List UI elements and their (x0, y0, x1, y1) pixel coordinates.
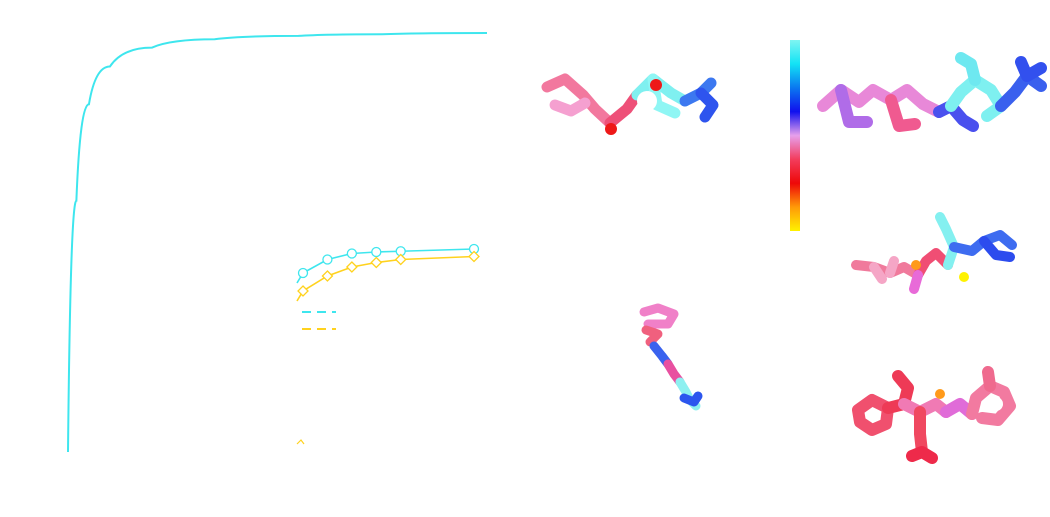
molecule-top-right (817, 52, 1047, 132)
inset-point-0-1 (322, 254, 333, 265)
inset-point-1-1 (321, 270, 334, 282)
main-plot-area (67, 32, 488, 453)
inset-series-line-1 (296, 255, 475, 302)
inset-point-1-0 (297, 285, 309, 297)
inset-point-0-0 (297, 267, 309, 279)
inset-point-1-5 (468, 250, 480, 263)
molecule-middle-right (851, 212, 1017, 294)
line-chart (67, 32, 488, 453)
inset-point-0-3 (371, 246, 382, 258)
molecule-bottom-center (639, 303, 703, 411)
inset-point-0-2 (346, 248, 358, 259)
main-series-line-0 (67, 32, 488, 453)
inset-plot-area (296, 243, 480, 445)
inset-point-1-2 (345, 261, 358, 273)
inset-point-1-4 (394, 253, 407, 266)
molecule-top-left (541, 73, 719, 135)
inset-point-1-3 (370, 256, 383, 269)
colorbar (790, 40, 800, 231)
inset-small-mark (296, 439, 305, 445)
molecule-bottom-right (852, 366, 1016, 464)
